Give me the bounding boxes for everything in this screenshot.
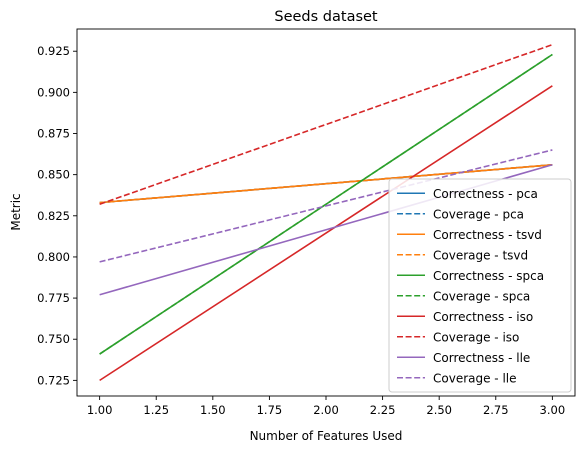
y-tick-label: 0.750 [37,332,70,346]
x-tick-label: 1.75 [257,403,283,417]
legend-label-coverage-iso: Coverage - iso [433,330,519,344]
y-tick-label: 0.925 [37,44,70,58]
y-tick-label: 0.875 [37,127,70,141]
legend-label-coverage-pca: Coverage - pca [433,207,524,221]
legend-label-correctness-tsvd: Correctness - tsvd [433,228,542,242]
legend-box [388,178,572,393]
chart-title: Seeds dataset [274,9,378,25]
x-tick-label: 1.25 [143,403,169,417]
legend-label-coverage-tsvd: Coverage - tsvd [433,248,528,262]
y-axis-ticks: 0.725 0.750 0.775 0.800 0.825 0.850 0.875 0.900… [37,44,77,387]
series-line-correctness-iso [99,85,553,382]
series-line-coverage-spca [99,53,553,355]
y-tick-label: 0.725 [37,373,70,387]
x-tick-label: 1.50 [200,403,226,417]
legend: Correctness - pca Coverage - pca Correctne… [388,178,572,393]
x-tick-label: 1.00 [87,403,113,417]
x-tick-label: 2.25 [370,403,396,417]
y-tick-label: 0.825 [37,209,70,223]
x-tick-label: 2.75 [483,403,509,417]
series-line-coverage-lle [99,149,553,263]
x-tick-label: 3.00 [540,403,566,417]
legend-label-coverage-spca: Coverage - spca [433,289,530,303]
x-axis-ticks: 1.00 1.25 1.50 1.75 2.00 2.25 2.50 2.75 3.00 [87,396,565,417]
series-lines [99,43,553,382]
series-line-coverage-tsvd [99,163,553,204]
series-line-coverage-iso [99,43,553,206]
legend-label-correctness-lle: Correctness - lle [433,351,530,365]
legend-label-correctness-iso: Correctness - iso [433,310,533,324]
y-tick-label: 0.900 [37,85,70,99]
x-tick-label: 2.00 [313,403,339,417]
y-tick-label: 0.775 [37,291,70,305]
legend-label-coverage-lle: Coverage - lle [433,371,517,385]
x-axis-label: Number of Features Used [250,429,403,443]
legend-label-correctness-spca: Correctness - spca [433,269,544,283]
x-tick-label: 2.50 [426,403,452,417]
y-tick-label: 0.850 [37,168,70,182]
legend-label-correctness-pca: Correctness - pca [433,187,538,201]
y-axis-label: Metric [9,193,23,230]
y-tick-label: 0.800 [37,250,70,264]
